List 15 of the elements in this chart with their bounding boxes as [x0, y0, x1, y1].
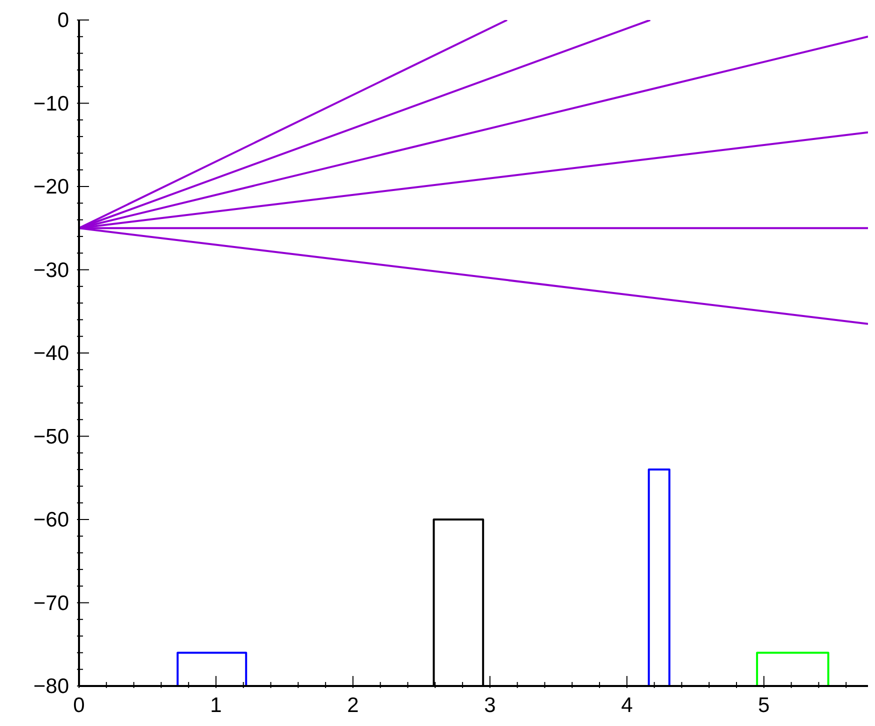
y-tick-label: −60 [33, 508, 69, 532]
x-tick-label: 5 [758, 694, 770, 717]
y-tick-label: −80 [33, 675, 69, 698]
y-tick-label: −20 [33, 176, 69, 198]
y-tick-label: 0 [57, 9, 69, 32]
y-tick-label: −30 [33, 258, 69, 282]
y-tick-label: −40 [33, 342, 69, 365]
x-tick-label: 3 [484, 694, 496, 717]
y-tick-label: −10 [33, 92, 69, 116]
x-tick-label: 0 [73, 694, 85, 717]
x-tick-label: 2 [347, 694, 359, 717]
y-tick-label: −50 [33, 425, 69, 448]
x-tick-label: 1 [210, 694, 222, 717]
x-tick-label: 4 [621, 694, 634, 717]
y-tick-label: −70 [33, 592, 69, 615]
